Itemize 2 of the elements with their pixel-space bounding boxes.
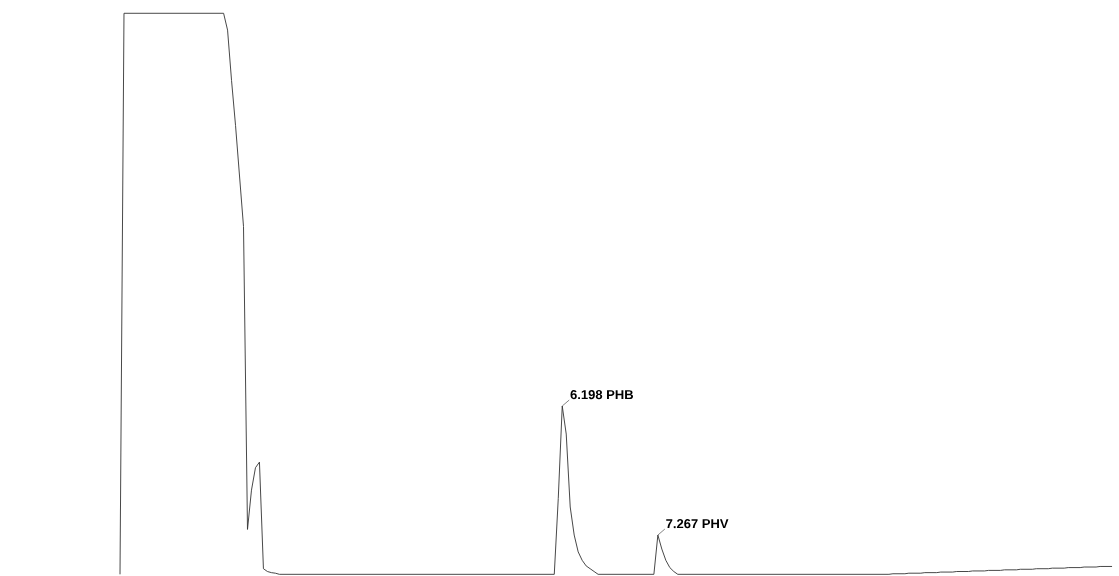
annotation: 6.198 PHB xyxy=(570,390,634,400)
annotation: 7.267 PHV xyxy=(666,519,729,529)
